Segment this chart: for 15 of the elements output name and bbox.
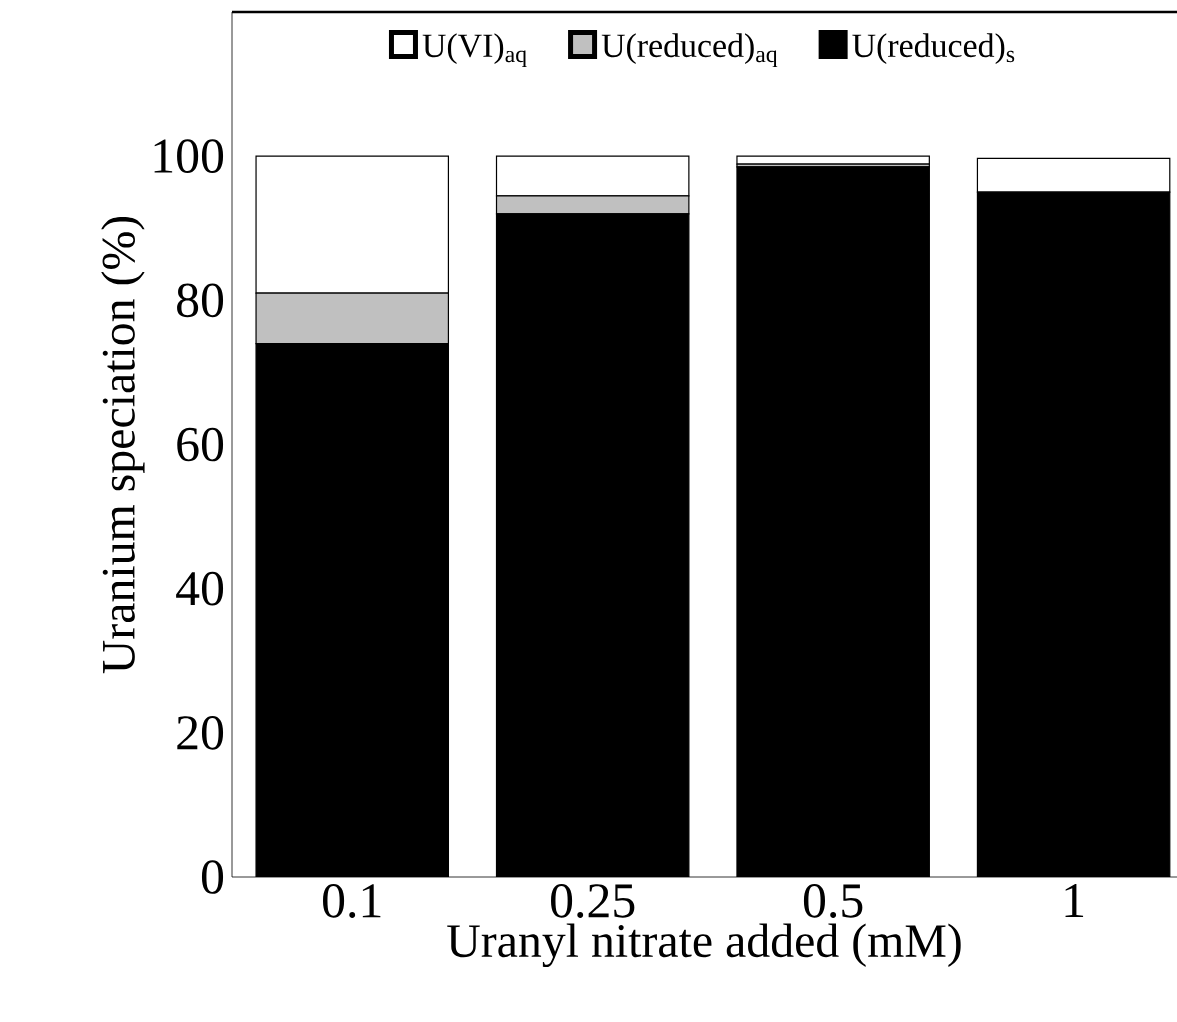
y-axis-title: Uranium speciation (%) [101, 216, 145, 674]
y-tick-label: 40 [176, 571, 224, 606]
y-tick-label: 20 [177, 716, 224, 750]
x-tick-label: 1 [1065, 884, 1084, 917]
y-tick-label: 60 [177, 427, 224, 462]
x-tick-label: 0.5 [803, 884, 863, 918]
x-axis-title: Uranyl nitrate added (mM) [447, 923, 961, 968]
y-tick-label: 100 [154, 139, 224, 173]
legend-label: U(reduced)$_{s}$ [852, 33, 1015, 65]
y-tick-label: 80 [177, 283, 224, 318]
x-tick-label: 0.1 [323, 884, 381, 918]
legend-label: U(VI)$_{aq}$ [422, 33, 527, 68]
x-tick-label: 0.25 [551, 884, 635, 918]
y-tick-label: 0 [201, 860, 224, 894]
legend-label: U(reduced)$_{aq}$ [601, 33, 778, 68]
